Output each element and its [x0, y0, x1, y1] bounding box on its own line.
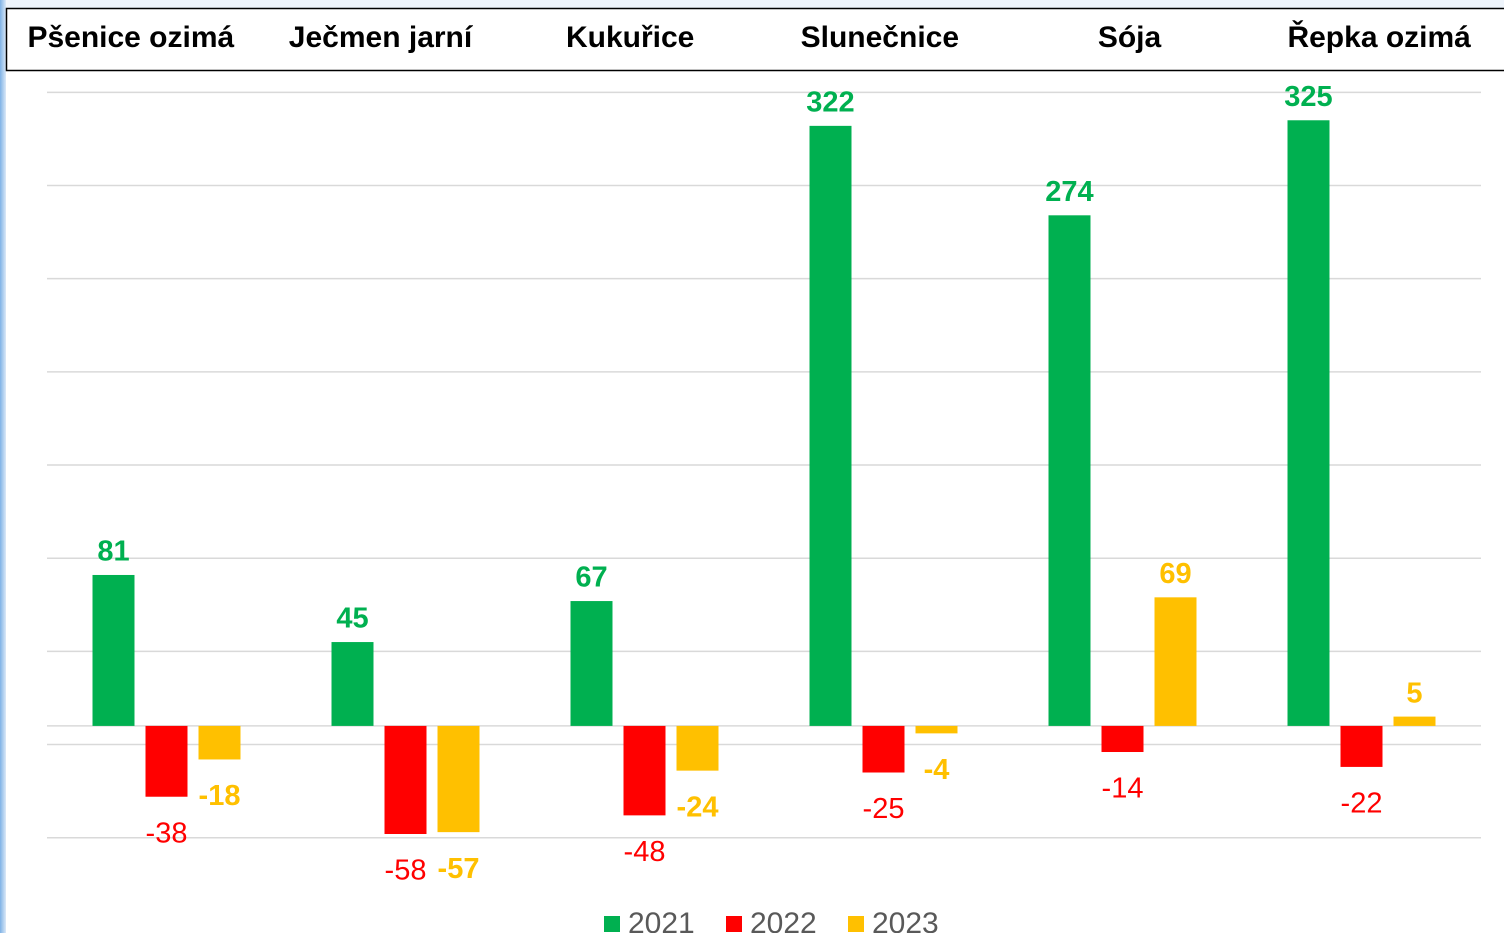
data-label: -24 [677, 791, 719, 823]
category-header: Ječmen jarní [289, 21, 474, 54]
data-label: -38 [146, 817, 188, 849]
data-label: -48 [624, 836, 666, 868]
category-header: Pšenice ozimá [27, 21, 234, 54]
legend-label: 2023 [872, 907, 939, 933]
legend-label: 2021 [628, 907, 695, 933]
bar [331, 642, 374, 726]
bar [623, 725, 666, 816]
data-label: -4 [924, 754, 950, 786]
data-label: 322 [806, 87, 854, 119]
bar [198, 725, 241, 760]
data-label: 81 [97, 536, 129, 568]
bar [915, 725, 958, 734]
category-header: Kukuřice [566, 21, 694, 54]
data-label: -22 [1341, 788, 1383, 820]
data-label: -57 [438, 853, 480, 885]
bar [862, 725, 905, 773]
category-header: Sója [1098, 21, 1162, 54]
bar [1154, 597, 1197, 726]
data-label: -18 [199, 780, 241, 812]
data-label: -14 [1102, 773, 1144, 805]
legend-swatch [848, 916, 864, 932]
bar [1393, 716, 1436, 726]
bar [1340, 725, 1383, 767]
legend-swatch [726, 916, 742, 932]
bar [92, 574, 135, 726]
bar [676, 725, 719, 771]
category-header: Řepka ozimá [1287, 20, 1471, 54]
top-strip [6, 0, 1504, 8]
bar [145, 725, 188, 797]
data-label: 45 [336, 603, 368, 635]
edge-strip [0, 0, 6, 933]
bar [384, 725, 427, 835]
data-label: -58 [385, 855, 427, 887]
bar [1287, 120, 1330, 726]
bar [1048, 215, 1091, 726]
category-header: Slunečnice [801, 21, 959, 54]
bar [1101, 725, 1144, 753]
data-label: -25 [863, 793, 905, 825]
bar [570, 601, 613, 726]
legend-label: 2022 [750, 907, 817, 933]
data-label: 67 [575, 562, 607, 594]
data-label: 5 [1406, 677, 1422, 709]
data-label: 69 [1159, 558, 1191, 590]
bar [809, 125, 852, 726]
header-box [5, 7, 1504, 72]
data-label: 325 [1284, 81, 1332, 113]
bar [437, 725, 480, 833]
data-label: 274 [1045, 176, 1093, 208]
legend-swatch [604, 916, 620, 932]
